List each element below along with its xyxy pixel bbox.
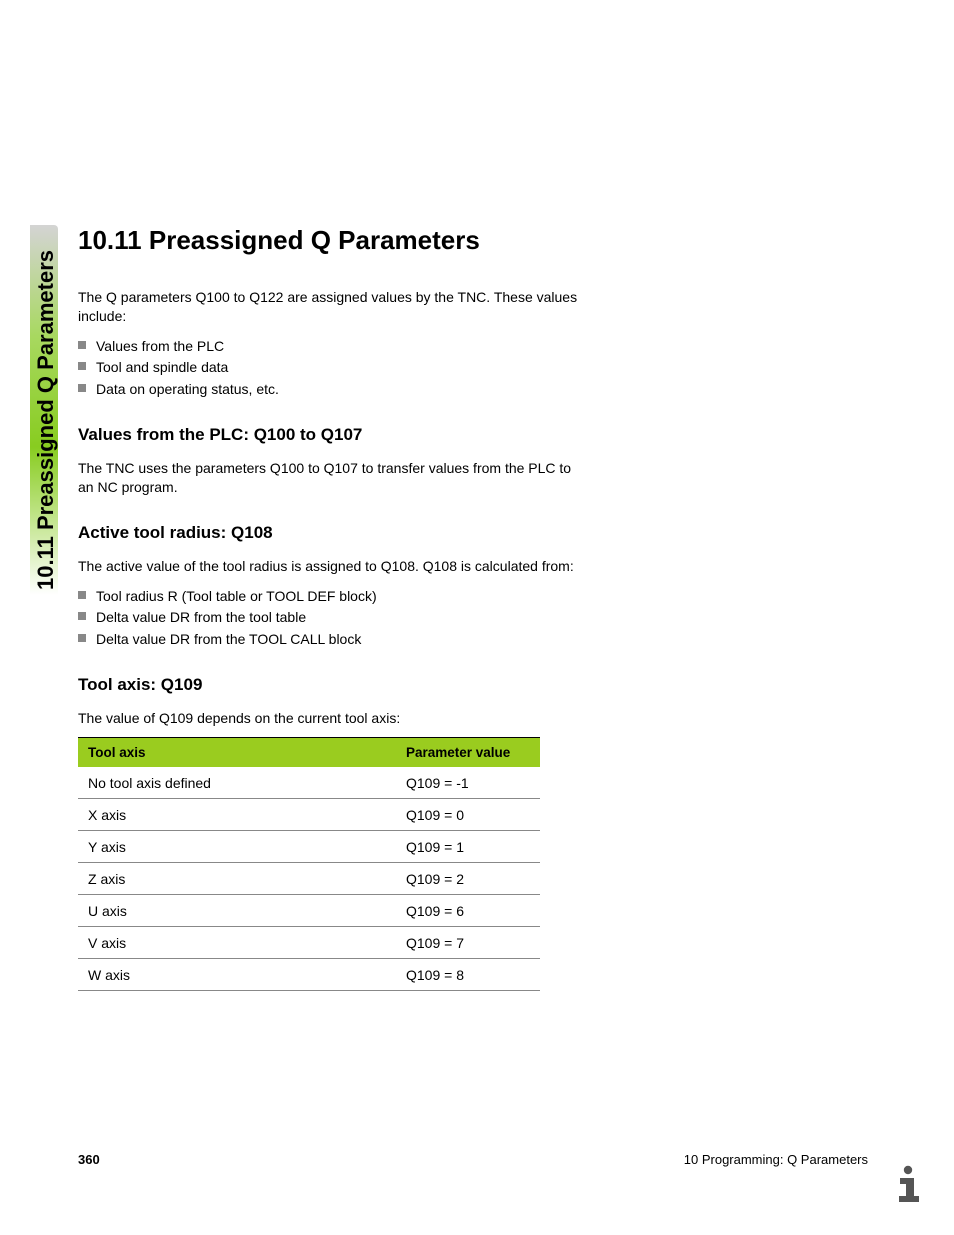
table-cell: No tool axis defined [78, 767, 396, 798]
section-heading-axis: Tool axis: Q109 [78, 675, 858, 695]
section-body: The value of Q109 depends on the current… [78, 709, 578, 728]
table-header-cell: Parameter value [396, 738, 540, 767]
page-number: 360 [78, 1152, 100, 1167]
list-item: Data on operating status, etc. [78, 379, 858, 401]
table-cell: Z axis [78, 863, 396, 894]
table-cell: Q109 = 1 [396, 831, 540, 862]
info-icon [886, 1161, 930, 1205]
section-body: The TNC uses the parameters Q100 to Q107… [78, 459, 578, 497]
table-row: Z axis Q109 = 2 [78, 863, 540, 895]
table-row: X axis Q109 = 0 [78, 799, 540, 831]
table-row: V axis Q109 = 7 [78, 927, 540, 959]
intro-list: Values from the PLC Tool and spindle dat… [78, 336, 858, 401]
radius-list: Tool radius R (Tool table or TOOL DEF bl… [78, 586, 858, 651]
table-cell: Y axis [78, 831, 396, 862]
list-item: Tool radius R (Tool table or TOOL DEF bl… [78, 586, 858, 608]
table-cell: W axis [78, 959, 396, 990]
table-cell: Q109 = 6 [396, 895, 540, 926]
page-footer: 360 10 Programming: Q Parameters [78, 1152, 868, 1167]
table-row: W axis Q109 = 8 [78, 959, 540, 991]
section-heading-plc: Values from the PLC: Q100 to Q107 [78, 425, 858, 445]
section-heading-radius: Active tool radius: Q108 [78, 523, 858, 543]
section-body: The active value of the tool radius is a… [78, 557, 578, 576]
tool-axis-table: Tool axis Parameter value No tool axis d… [78, 737, 540, 991]
table-cell: V axis [78, 927, 396, 958]
table-cell: Q109 = 2 [396, 863, 540, 894]
intro-paragraph: The Q parameters Q100 to Q122 are assign… [78, 288, 578, 326]
list-item: Delta value DR from the tool table [78, 607, 858, 629]
table-row: No tool axis defined Q109 = -1 [78, 767, 540, 799]
table-cell: Q109 = 0 [396, 799, 540, 830]
table-header-cell: Tool axis [78, 738, 396, 767]
table-cell: Q109 = 7 [396, 927, 540, 958]
table-row: Y axis Q109 = 1 [78, 831, 540, 863]
chapter-label: 10 Programming: Q Parameters [684, 1152, 868, 1167]
table-cell: X axis [78, 799, 396, 830]
side-tab-label: 10.11 Preassigned Q Parameters [33, 250, 59, 590]
table-cell: U axis [78, 895, 396, 926]
page-title: 10.11 Preassigned Q Parameters [78, 225, 858, 256]
table-row: U axis Q109 = 6 [78, 895, 540, 927]
table-cell: Q109 = -1 [396, 767, 540, 798]
list-item: Tool and spindle data [78, 357, 858, 379]
list-item: Values from the PLC [78, 336, 858, 358]
list-item: Delta value DR from the TOOL CALL block [78, 629, 858, 651]
table-cell: Q109 = 8 [396, 959, 540, 990]
page-content: 10.11 Preassigned Q Parameters The Q par… [78, 225, 858, 991]
table-header-row: Tool axis Parameter value [78, 738, 540, 767]
